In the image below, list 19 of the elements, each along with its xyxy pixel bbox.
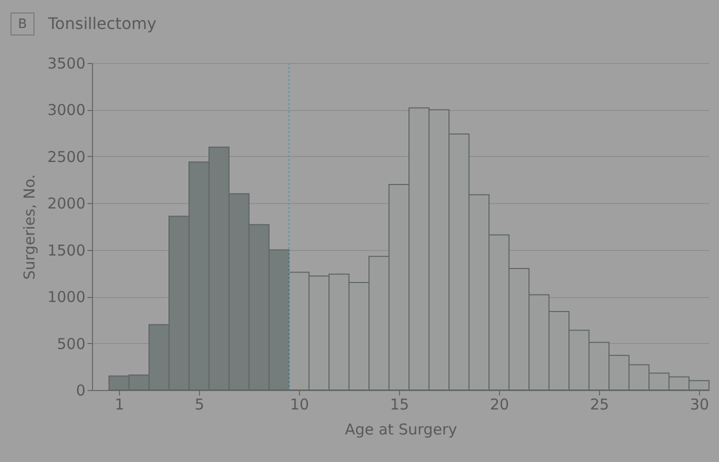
y-tick-label: 1000 [47, 288, 86, 306]
y-tick-label: 500 [56, 334, 86, 353]
y-axis-title: Surgeries, No. [20, 174, 38, 280]
text: B [18, 17, 27, 32]
x-tick-label: 1 [114, 396, 124, 414]
x-tick-label: 10 [290, 396, 310, 414]
y-tick-label: 0 [76, 382, 86, 400]
y-tick-label: 3500 [47, 54, 86, 72]
y-tick-label: 3000 [47, 101, 86, 120]
chart-title: Tonsillectomy [47, 14, 156, 33]
x-axis-title: Age at Surgery [344, 420, 458, 438]
y-tick-label: 1500 [47, 241, 86, 260]
x-tick-label: 5 [194, 396, 204, 414]
y-tick-label: 2500 [47, 148, 86, 166]
y-tick-label: 2000 [47, 194, 86, 213]
x-tick-label: 30 [690, 396, 710, 414]
x-tick-label: 15 [390, 396, 410, 414]
x-tick-label: 20 [490, 396, 510, 414]
x-tick-label: 25 [590, 396, 610, 414]
